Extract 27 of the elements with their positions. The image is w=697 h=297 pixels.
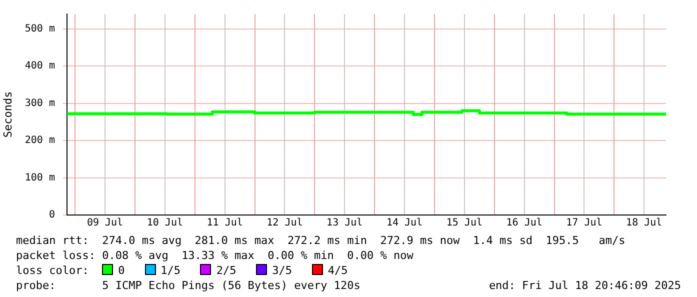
x-tick-label: 15 Jul [446,218,482,229]
y-tick-label: 0 [48,210,55,221]
x-tick-label: 10 Jul [146,218,183,229]
x-tick-label: 11 Jul [206,218,243,229]
x-tick-label: 17 Jul [566,218,602,229]
legend-label: 1/5 [160,264,182,277]
text: probe: 5 ICMP Echo Pings (56 Bytes) every 120s [16,279,360,293]
x-tick-label: 12 Jul [266,218,303,229]
text: packet loss: 0.08 % avg 13.33 % max 0.00 % min 0.00 % now [16,249,414,263]
x-tick-label: 14 Jul [386,218,423,229]
legend-label: 4/5 [328,264,349,277]
x-tick-label: 13 Jul [326,218,363,229]
text: median rtt: 274.0 ms avg 281.0 ms max 272.2 ms min 272.9 ms now 1.4 ms sd 195.5 am/s [16,234,626,248]
x-tick-label: 18 Jul [626,218,662,229]
y-tick-label: 100 m [24,172,55,184]
legend-label: 3/5 [272,264,293,277]
y-tick-label: 400 m [24,60,55,72]
legend-label: 2/5 [216,264,238,277]
x-tick-label: 09 Jul [86,218,124,229]
y-tick-label: 200 m [24,135,55,146]
legend-label: 0 [118,264,126,277]
x-tick-label: 16 Jul [506,218,542,229]
y-tick-label: 300 m [24,98,55,109]
y-axis-title: Seconds [1,91,14,138]
legend-title: loss color: [16,264,90,277]
text: end: Fri Jul 18 20:46:09 2025 [488,279,681,293]
y-tick-label: 500 m [24,23,55,34]
